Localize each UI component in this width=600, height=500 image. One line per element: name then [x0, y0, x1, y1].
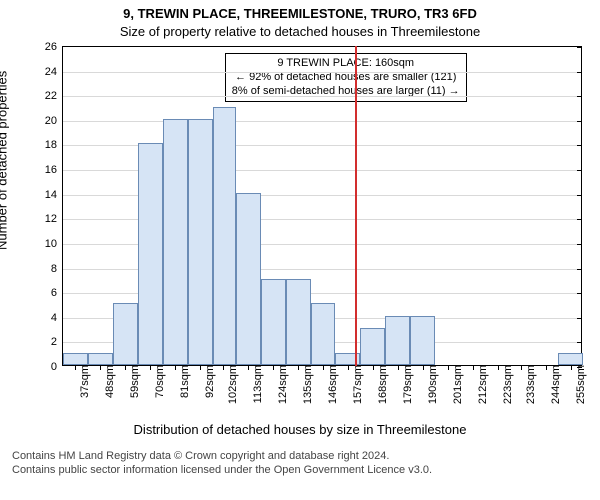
x-tick-label: 190sqm	[423, 365, 439, 404]
y-tick-mark	[577, 244, 582, 245]
y-axis-label: Number of detached properties	[0, 71, 10, 250]
x-axis-label: Distribution of detached houses by size …	[0, 422, 600, 437]
histogram-bar	[286, 279, 311, 365]
y-tick-label: 16	[45, 164, 63, 176]
x-tick-label: 255sqm	[571, 365, 587, 404]
y-tick-label: 20	[45, 115, 63, 127]
x-tick-label: 124sqm	[273, 365, 289, 404]
annotation-box: 9 TREWIN PLACE: 160sqm ← 92% of detached…	[225, 53, 467, 102]
y-tick-label: 0	[51, 361, 63, 373]
histogram-bar	[213, 107, 236, 365]
footer-attribution: Contains HM Land Registry data © Crown c…	[12, 450, 432, 478]
x-tick-label: 168sqm	[373, 365, 389, 404]
x-tick-label: 212sqm	[473, 365, 489, 404]
x-tick-label: 48sqm	[100, 365, 116, 398]
histogram-bar	[88, 353, 113, 365]
chart-container: 9, TREWIN PLACE, THREEMILESTONE, TRURO, …	[0, 0, 600, 500]
histogram-bar	[236, 193, 261, 365]
y-tick-label: 10	[45, 238, 63, 250]
footer-line2: Contains public sector information licen…	[12, 464, 432, 478]
y-tick-mark	[577, 293, 582, 294]
x-tick-label: 92sqm	[200, 365, 216, 398]
y-tick-label: 14	[45, 189, 63, 201]
x-tick-label: 179sqm	[398, 365, 414, 404]
histogram-bar	[138, 143, 163, 365]
x-tick-label: 201sqm	[448, 365, 464, 404]
histogram-bar	[558, 353, 583, 365]
y-tick-mark	[577, 195, 582, 196]
y-tick-mark	[577, 72, 582, 73]
chart-title-line2: Size of property relative to detached ho…	[0, 24, 600, 39]
chart-title-line1: 9, TREWIN PLACE, THREEMILESTONE, TRURO, …	[0, 6, 600, 21]
histogram-bar	[63, 353, 88, 365]
histogram-bar	[188, 119, 213, 365]
y-tick-mark	[577, 145, 582, 146]
y-tick-label: 6	[51, 287, 63, 299]
histogram-bar	[360, 328, 385, 365]
y-tick-label: 26	[45, 41, 63, 53]
annotation-line2: ← 92% of detached houses are smaller (12…	[232, 71, 460, 85]
y-tick-mark	[577, 47, 582, 48]
y-tick-mark	[577, 96, 582, 97]
y-tick-label: 8	[51, 263, 63, 275]
gridline	[63, 72, 581, 73]
plot-area: 9 TREWIN PLACE: 160sqm ← 92% of detached…	[62, 46, 582, 366]
y-tick-mark	[577, 318, 582, 319]
y-tick-label: 2	[51, 336, 63, 348]
y-tick-label: 24	[45, 66, 63, 78]
y-tick-label: 18	[45, 139, 63, 151]
x-tick-label: 70sqm	[150, 365, 166, 398]
y-tick-label: 4	[51, 312, 63, 324]
gridline	[63, 96, 581, 97]
x-tick-label: 146sqm	[323, 365, 339, 404]
x-tick-label: 37sqm	[75, 365, 91, 398]
y-tick-mark	[577, 219, 582, 220]
x-tick-label: 59sqm	[125, 365, 141, 398]
annotation-line1: 9 TREWIN PLACE: 160sqm	[232, 57, 460, 71]
x-tick-label: 113sqm	[248, 365, 264, 403]
x-tick-label: 233sqm	[521, 365, 537, 404]
y-tick-mark	[577, 121, 582, 122]
x-tick-label: 102sqm	[223, 365, 239, 404]
histogram-bar	[410, 316, 435, 365]
x-tick-label: 135sqm	[298, 365, 314, 404]
x-tick-label: 157sqm	[348, 365, 364, 404]
histogram-bar	[113, 303, 138, 365]
histogram-bar	[163, 119, 188, 365]
gridline	[63, 121, 581, 122]
histogram-bar	[311, 303, 336, 365]
footer-line1: Contains HM Land Registry data © Crown c…	[12, 450, 432, 464]
y-tick-label: 12	[45, 213, 63, 225]
y-tick-mark	[577, 170, 582, 171]
histogram-bar	[385, 316, 410, 365]
y-tick-mark	[577, 342, 582, 343]
histogram-bar	[261, 279, 286, 365]
x-tick-label: 223sqm	[498, 365, 514, 404]
y-tick-label: 22	[45, 90, 63, 102]
x-tick-label: 81sqm	[175, 365, 191, 398]
x-tick-label: 244sqm	[546, 365, 562, 404]
marker-line	[355, 46, 357, 366]
y-tick-mark	[577, 269, 582, 270]
